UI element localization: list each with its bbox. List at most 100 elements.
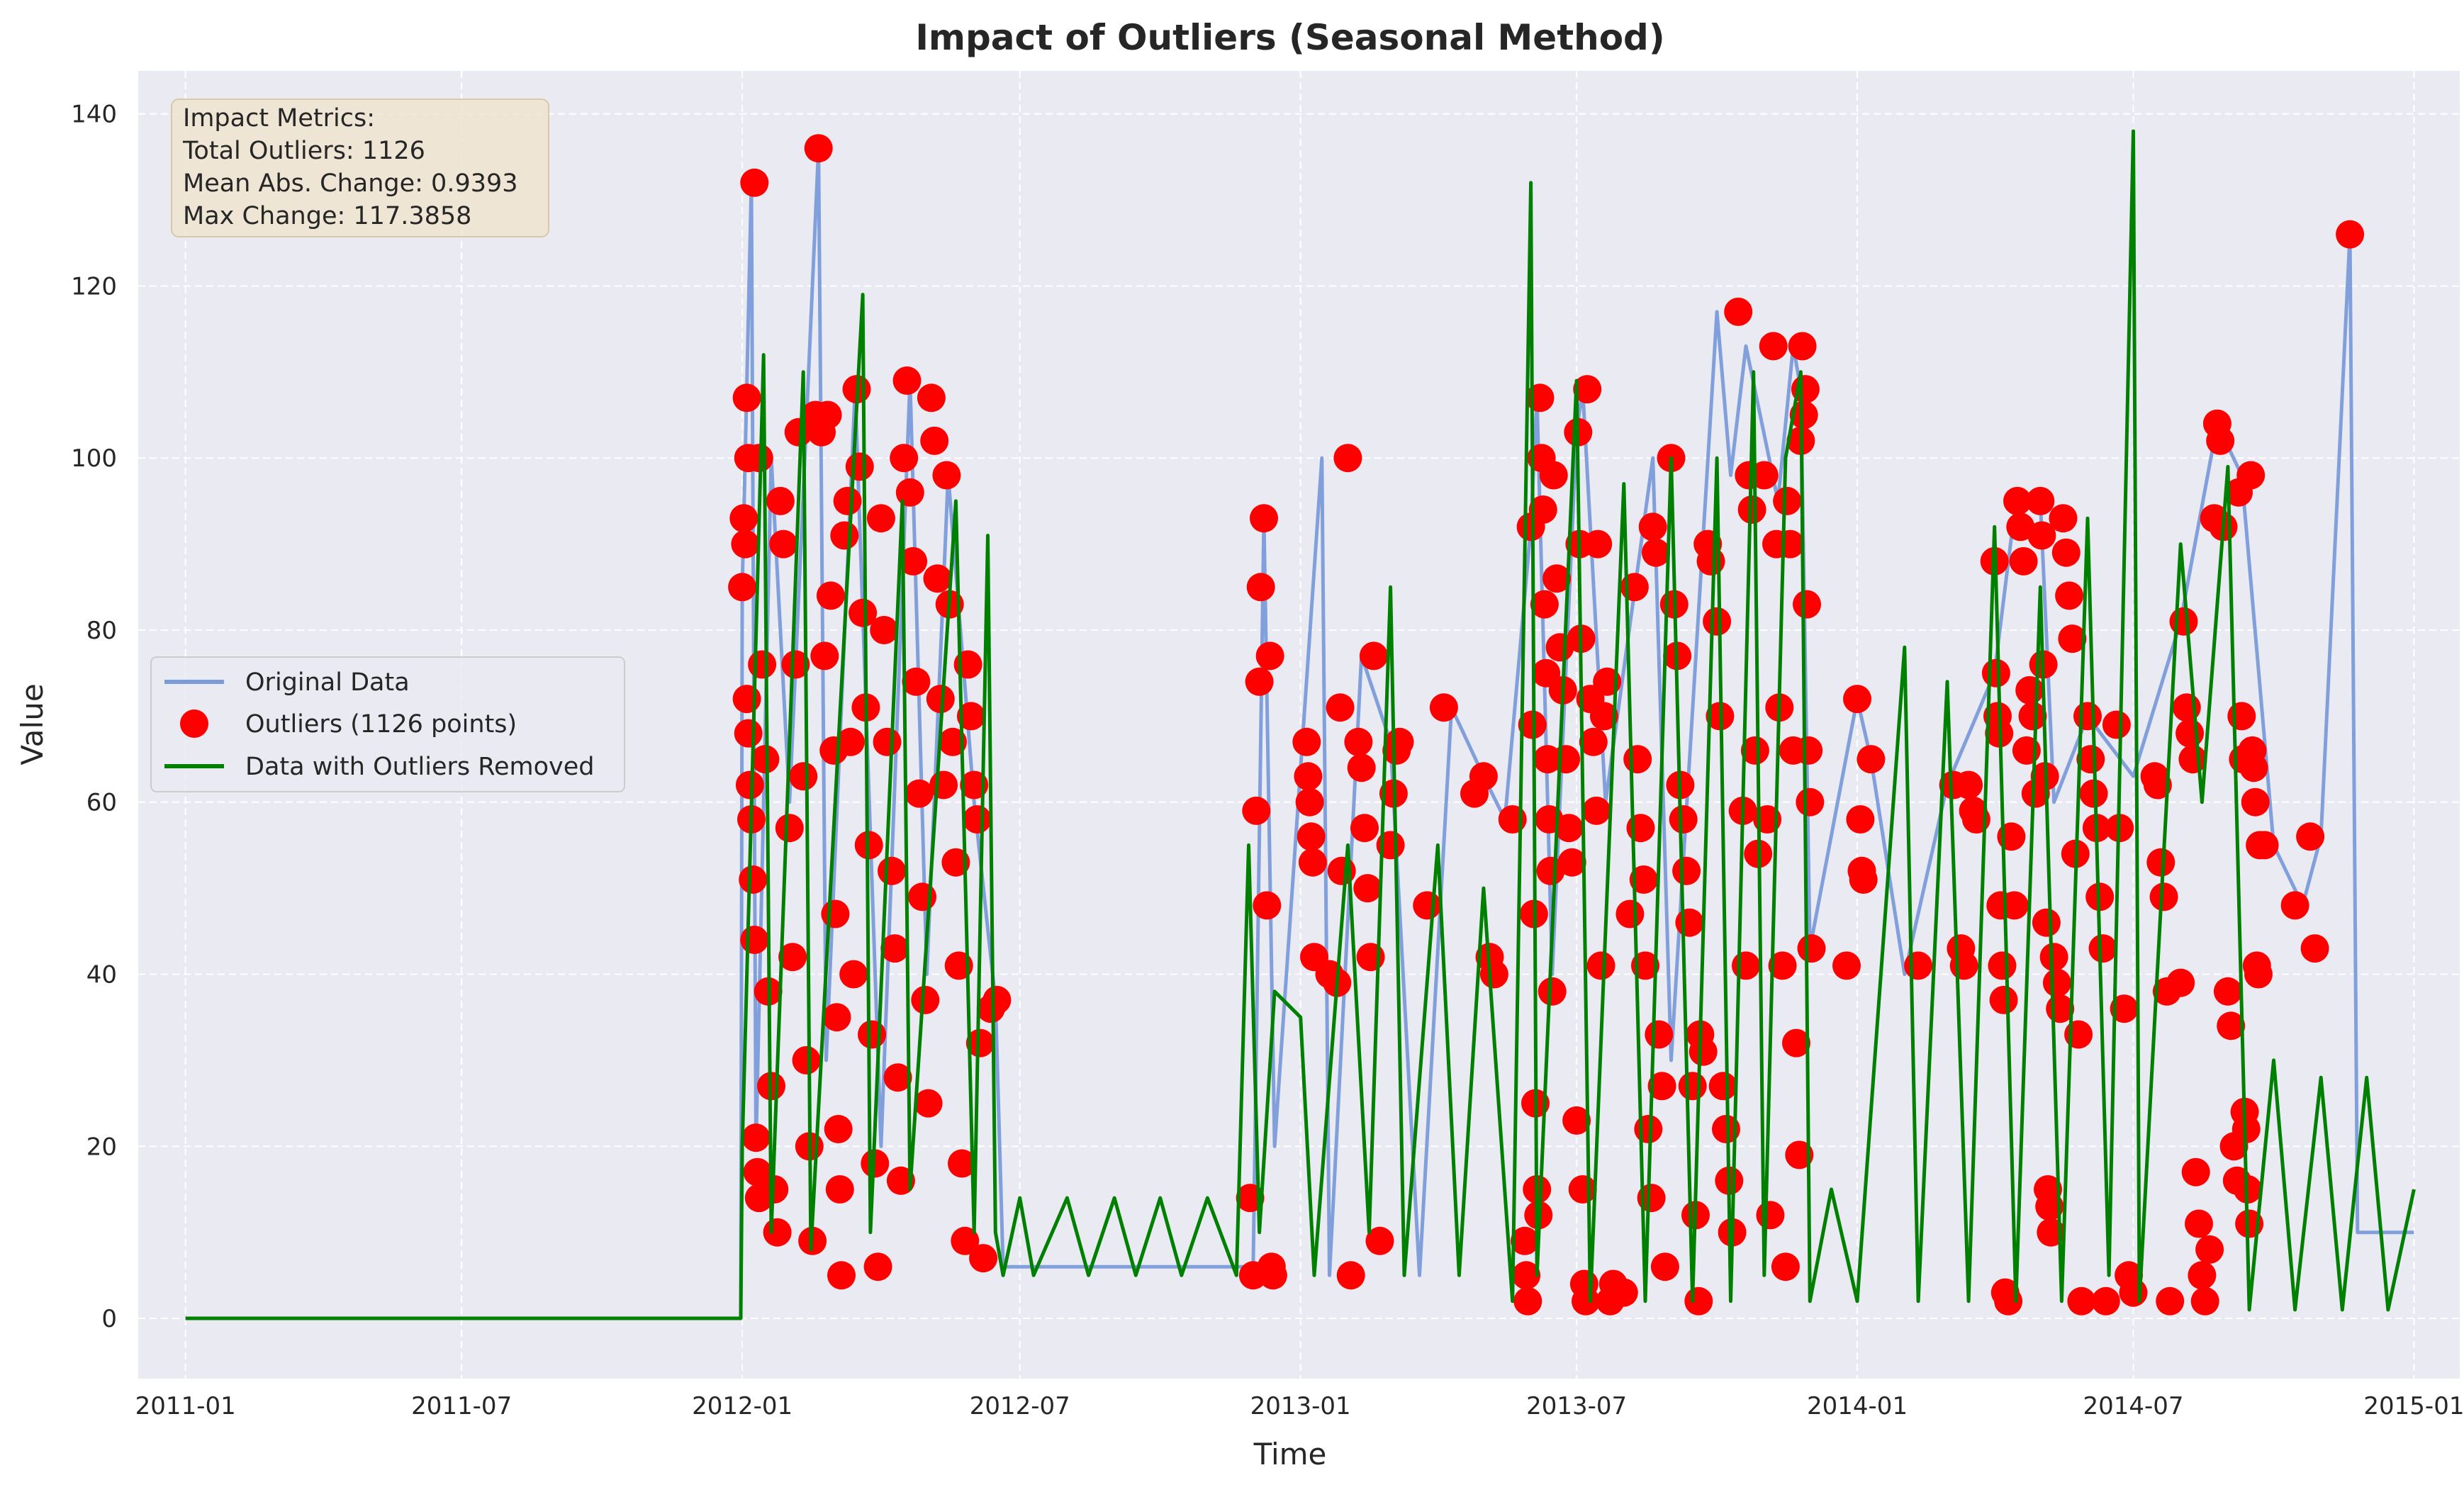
outlier-point [1511, 1226, 1539, 1255]
outlier-point [1629, 865, 1658, 894]
outlier-point [2143, 770, 2172, 800]
outlier-point [1904, 951, 1933, 980]
outlier-point [1650, 1252, 1679, 1281]
x-tick-label: 2012-01 [692, 1392, 793, 1420]
outlier-point [740, 926, 769, 954]
outlier-point [1353, 874, 1382, 903]
outlier-point [824, 1115, 853, 1143]
outlier-point [1703, 607, 1732, 636]
outlier-point [849, 598, 878, 627]
outlier-point [908, 882, 936, 912]
outlier-point [1672, 856, 1701, 885]
outlier-point [2241, 787, 2270, 817]
outlier-point [1708, 1072, 1737, 1101]
outlier-point [2051, 538, 2081, 567]
outlier-point [1981, 658, 2010, 688]
outlier-point [2102, 710, 2131, 739]
outlier-point [1773, 486, 1802, 515]
outlier-point [1552, 745, 1581, 774]
outlier-point [948, 1149, 976, 1178]
outlier-point [1344, 727, 1373, 756]
outlier-point [1749, 461, 1779, 490]
outlier-point [870, 616, 899, 644]
legend-box [150, 656, 625, 792]
outlier-point [825, 1175, 854, 1204]
outlier-point [1333, 444, 1362, 473]
outlier-point [1356, 943, 1385, 972]
metrics-heading: Impact Metrics: [183, 104, 375, 133]
outlier-point [911, 985, 940, 1014]
outlier-point [2195, 1235, 2224, 1264]
outlier-point [890, 444, 919, 473]
outlier-point [1788, 332, 1817, 361]
outlier-point [2149, 882, 2178, 912]
outlier-point [731, 529, 760, 559]
outlier-point [813, 400, 842, 430]
outlier-point [1385, 727, 1414, 756]
outlier-point [956, 702, 985, 731]
outlier-point [732, 685, 761, 714]
outlier-point [1557, 848, 1586, 877]
outlier-point [816, 581, 845, 610]
outlier-point [1732, 951, 1760, 980]
outlier-point [920, 426, 949, 455]
outlier-point [2015, 675, 2044, 705]
x-axis-label: Time [1253, 1437, 1327, 1471]
outlier-point [1255, 641, 1284, 671]
y-axis-label: Value [15, 683, 50, 765]
outlier-point [1789, 400, 1818, 430]
outlier-point [1615, 899, 1645, 929]
outlier-point [789, 762, 818, 791]
outlier-point [1512, 1261, 1541, 1290]
outlier-point [732, 383, 761, 413]
outlier-point [939, 727, 967, 756]
outlier-point [1797, 934, 1826, 963]
outlier-point [1582, 796, 1611, 825]
y-tick-label: 140 [71, 101, 117, 129]
outlier-point [1645, 1020, 1674, 1049]
outlier-point [2067, 1286, 2096, 1316]
outlier-point [1327, 856, 1356, 885]
outlier-point [1246, 573, 1275, 602]
y-tick-label: 60 [86, 789, 117, 817]
y-tick-labels: 0 20 40 60 80 100 120 140 [71, 101, 117, 1333]
outlier-point [1756, 1201, 1785, 1230]
outlier-point [766, 486, 795, 515]
outlier-point [1994, 1286, 2023, 1316]
outlier-point [1542, 564, 1572, 593]
outlier-point [951, 1226, 980, 1255]
outlier-point [2146, 848, 2175, 877]
outlier-point [899, 546, 928, 576]
outlier-point [1696, 546, 1725, 576]
outlier-point [1724, 297, 1753, 326]
outlier-point [883, 1063, 912, 1092]
outlier-point [1545, 633, 1574, 662]
outlier-point [1737, 495, 1766, 524]
outlier-point [886, 1166, 915, 1195]
outlier-point [1336, 1261, 1365, 1290]
outlier-point [1586, 951, 1615, 980]
x-tick-label: 2013-07 [1526, 1392, 1627, 1420]
outlier-point [2181, 1157, 2210, 1187]
outlier-point [1589, 702, 1618, 731]
outlier-point [830, 521, 859, 550]
outlier-point [735, 770, 764, 800]
outlier-point [2169, 607, 2198, 636]
outlier-point [982, 985, 1012, 1014]
x-tick-label: 2012-07 [970, 1392, 1070, 1420]
metrics-mean-change: Mean Abs. Change: 0.9393 [183, 169, 518, 198]
outlier-point [1771, 1252, 1800, 1281]
outlier-point [1530, 590, 1559, 619]
outlier-point [2091, 1286, 2120, 1316]
outlier-point [917, 383, 946, 413]
outlier-point [1242, 796, 1271, 825]
outlier-point [763, 1218, 792, 1247]
outlier-point [2049, 504, 2078, 533]
outlier-point [2190, 1286, 2219, 1316]
metrics-total-outliers: Total Outliers: 1126 [182, 137, 425, 165]
outlier-point [775, 814, 804, 843]
outlier-point [728, 573, 757, 602]
outlier-point [1647, 1072, 1676, 1101]
outlier-point [2178, 745, 2207, 774]
